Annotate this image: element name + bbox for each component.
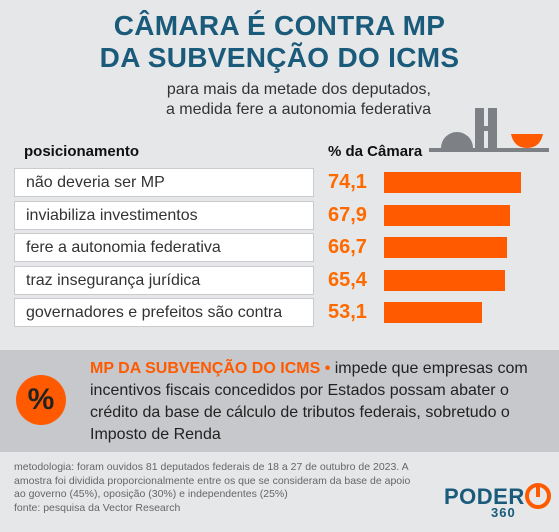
column-header-percent: % da Câmara — [328, 143, 423, 160]
info-body: impede que empresas com incentivos fisca… — [90, 360, 528, 443]
title-line-2: DA SUBVENÇÃO DO ICMS — [99, 42, 460, 73]
subtitle-line-2: a medida fere a autonomia federativa — [165, 101, 431, 118]
value-label: 66,7 — [328, 236, 367, 258]
logo-word: PODER — [444, 484, 525, 509]
methodology-text: metodologia: foram ouvidos 81 deputados … — [14, 461, 411, 500]
category-label: inviabiliza investimentos — [26, 206, 198, 224]
category-label: fere a autonomia federativa — [26, 239, 221, 256]
category-row: fere a autonomia federativa — [14, 233, 314, 262]
logo-number: 360 — [491, 505, 516, 520]
title-line-1: CÂMARA É CONTRA MP — [113, 10, 446, 41]
bar — [384, 302, 483, 323]
info-highlight: MP DA SUBVENÇÃO DO ICMS • — [90, 360, 331, 377]
bar — [384, 172, 522, 193]
logo-circle-icon — [525, 483, 551, 509]
bar — [384, 204, 510, 226]
subtitle-line-1: para mais da metade dos deputados, — [166, 81, 431, 98]
category-label: traz insegurança jurídica — [26, 271, 201, 289]
info-text: MP DA SUBVENÇÃO DO ICMS • impede que emp… — [90, 358, 550, 446]
category-label: não deveria ser MP — [26, 174, 165, 191]
bar — [384, 237, 508, 258]
value-label: 74,1 — [328, 171, 367, 193]
chart-title: CÂMARA É CONTRA MP DA SUBVENÇÃO DO ICMS — [0, 10, 559, 74]
category-label: governadores e prefeitos são contra — [26, 304, 283, 321]
category-row: traz insegurança jurídica — [14, 265, 314, 295]
methodology-note: metodologia: foram ouvidos 81 deputados … — [14, 461, 424, 515]
value-label: 53,1 — [328, 301, 367, 323]
percent-icon: % — [16, 375, 66, 425]
congress-building-icon — [429, 108, 549, 152]
source-text: fonte: pesquisa da Vector Research — [14, 501, 181, 514]
column-header-position: posicionamento — [24, 143, 140, 160]
category-row: inviabiliza investimentos — [14, 200, 314, 230]
category-row: governadores e prefeitos são contra — [14, 298, 314, 327]
value-label: 67,9 — [328, 203, 367, 226]
bar — [384, 269, 505, 291]
poder360-logo: PODER 360 — [444, 483, 554, 524]
category-row: não deveria ser MP — [14, 168, 314, 197]
value-label: 65,4 — [328, 268, 367, 291]
info-box: % MP DA SUBVENÇÃO DO ICMS • impede que e… — [0, 350, 559, 452]
chart-subtitle: para mais da metade dos deputados, a med… — [166, 80, 431, 120]
